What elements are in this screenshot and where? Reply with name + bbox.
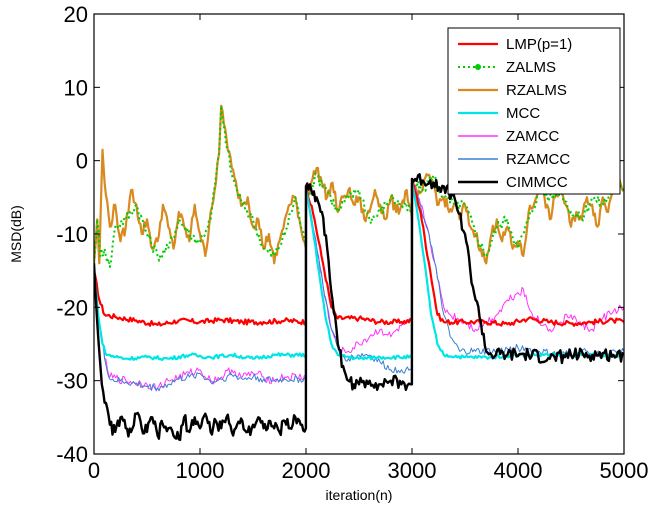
legend: LMP(p=1) ZALMS RZALMS MCC ZAMCC RZAMCC CIMMCC (447, 27, 621, 195)
x-axis-label: iteration(n) (326, 487, 393, 503)
y-tick-label: 20 (64, 2, 88, 27)
x-tick-label: 4000 (494, 458, 543, 483)
series-line-cimmcc (94, 173, 624, 442)
legend-label: RZALMS (506, 82, 567, 99)
legend-box (447, 27, 621, 195)
x-tick-label: 0 (88, 458, 100, 483)
x-tick-label: 1000 (176, 458, 225, 483)
series-line-mcc (94, 181, 624, 362)
x-tick-label: 2000 (282, 458, 331, 483)
legend-label: LMP(p=1) (506, 36, 572, 53)
legend-marker (475, 64, 481, 70)
y-tick-label: -20 (56, 295, 88, 320)
y-tick-label: -40 (56, 442, 88, 467)
y-tick-label: -10 (56, 222, 88, 247)
y-axis-label: MSD(dB) (8, 205, 24, 263)
y-tick-label: -30 (56, 369, 88, 394)
series-layer (94, 104, 624, 442)
y-tick-label: 10 (64, 75, 88, 100)
legend-label: CIMMCC (506, 174, 568, 191)
legend-label: MCC (506, 105, 540, 122)
series-line-rzalms (94, 104, 624, 265)
y-tick-label: 0 (76, 149, 88, 174)
legend-label: ZALMS (506, 59, 556, 76)
series-line-zalms (94, 104, 624, 268)
legend-label: ZAMCC (506, 128, 559, 145)
legend-label: RZAMCC (506, 151, 570, 168)
x-tick-label: 5000 (600, 458, 649, 483)
ticks-layer: 0 1000 2000 3000 4000 5000 -40 -30 -20 -10 0 10 20 (56, 2, 648, 483)
series-line-lmp-p-1- (94, 177, 624, 327)
x-tick-label: 3000 (388, 458, 437, 483)
